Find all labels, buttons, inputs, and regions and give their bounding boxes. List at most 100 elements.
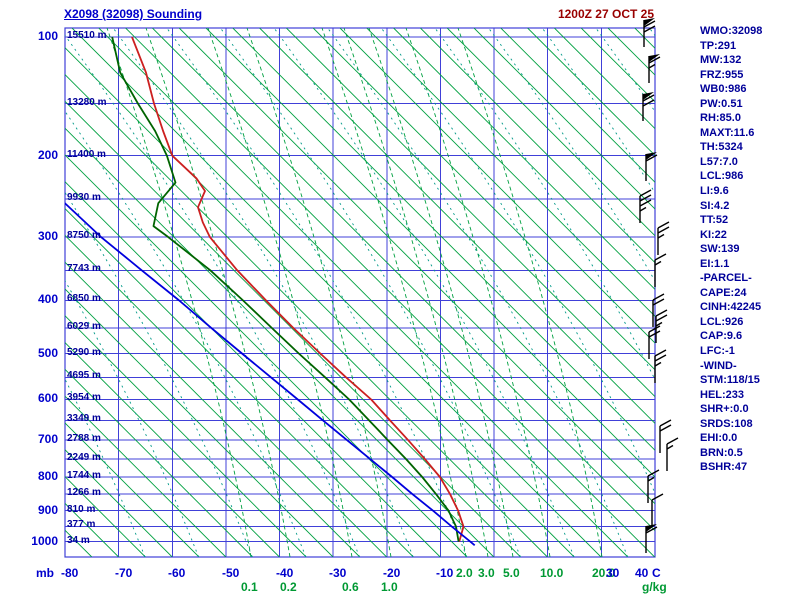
axis-label: 5.0	[503, 566, 520, 580]
axis-label: 1.0	[381, 580, 398, 594]
axis-label: 2.0	[456, 566, 473, 580]
height-label: 3954 m	[67, 392, 101, 404]
temperature-trace	[131, 36, 465, 542]
height-label: 1266 m	[67, 487, 101, 499]
height-label: 9930 m	[67, 192, 101, 204]
wind-barb	[654, 349, 667, 383]
indices-panel: WMO:32098 TP:291 MW:132 FRZ:955 WB0:986 PW:0.…	[700, 24, 798, 475]
axis-label: mb	[36, 566, 54, 580]
axis-label: -10	[436, 566, 454, 580]
panel-stat: CAPE:24	[700, 286, 747, 299]
height-label: 6029 m	[67, 321, 101, 333]
pressure-label: 100	[37, 28, 58, 43]
wind-barb	[652, 293, 665, 327]
axis-label: 3.0	[478, 566, 495, 580]
wind-barb	[642, 92, 655, 121]
wind-barb	[645, 524, 658, 553]
wind-barb	[655, 309, 668, 343]
panel-stat: EI:1.1	[700, 257, 730, 270]
mixing-ratio-lines	[106, 28, 603, 557]
height-label: 15510 m	[67, 29, 107, 41]
height-label: 34 m	[67, 534, 90, 546]
panel-stat: KI:22	[700, 228, 727, 241]
observation-datetime: 1200Z 27 OCT 25	[557, 7, 654, 21]
panel-stat: BRN:0.5	[700, 446, 743, 459]
panel-stat: TT:52	[700, 214, 729, 227]
panel-stat: LI:9.6	[700, 185, 729, 198]
panel-stat: MAXT:11.6	[700, 126, 755, 139]
height-label: 5290 m	[67, 346, 101, 358]
panel-stat: MW:132	[700, 54, 742, 67]
height-label: 2788 m	[67, 433, 101, 445]
panel-stat: LCL:986	[700, 170, 744, 183]
pressure-label: 300	[37, 228, 58, 243]
pressure-label: 1000	[31, 533, 58, 548]
panel-stat: SI:4.2	[700, 199, 730, 212]
dry-adiabats	[65, 28, 655, 557]
axis-label: 20.0	[592, 566, 616, 580]
grid-isobars-isotherms	[64, 27, 656, 558]
wind-barb	[645, 152, 658, 181]
height-label: 377 m	[67, 519, 96, 531]
panel-stat: LFC:-1	[700, 345, 735, 358]
wind-barb	[648, 325, 661, 359]
height-label: 3349 m	[67, 413, 101, 425]
height-label: 1744 m	[67, 470, 101, 481]
pressure-label: 800	[37, 469, 58, 483]
panel-stat: RH:85.0	[700, 112, 741, 125]
wind-barb	[643, 18, 656, 47]
wind-barb	[659, 419, 672, 453]
panel-stat: LCL:926	[700, 315, 744, 328]
wind-barbs	[639, 18, 679, 553]
wind-barb	[639, 189, 652, 223]
panel-stat: CINH:42245	[700, 301, 762, 314]
axis-label: 30	[606, 566, 620, 580]
panel-stat: STM:118/15	[700, 374, 760, 387]
axis-label: 0.6	[342, 580, 359, 594]
height-label: 13280 m	[67, 96, 107, 108]
pressure-label: 400	[37, 292, 58, 307]
panel-stat: L57:7.0	[700, 155, 738, 168]
height-label: 11400 m	[67, 148, 106, 160]
wind-barb	[647, 469, 660, 503]
panel-stat: WB0:986	[700, 83, 747, 96]
pressure-label: 600	[37, 391, 58, 406]
panel-stat: BSHR:47	[700, 461, 748, 474]
axis-label: -80	[61, 566, 79, 580]
wind-barb	[648, 54, 661, 83]
wind-barb	[666, 437, 679, 471]
moist-adiabats	[65, 28, 655, 557]
panel-stat: PW:0.51	[700, 97, 743, 110]
wind-barb	[651, 493, 664, 527]
pressure-label: 500	[37, 345, 58, 360]
panel-stat: SHR+:0.0	[700, 403, 749, 416]
axis-label: -30	[329, 566, 347, 580]
height-label: 2249 m	[67, 452, 101, 464]
axis-label: -60	[168, 566, 186, 580]
height-label: 810 m	[67, 503, 96, 515]
panel-stat: -PARCEL-	[700, 272, 752, 285]
panel-stat: SRDS:108	[700, 417, 753, 430]
height-label: 8750 m	[67, 229, 101, 241]
pressure-label: 200	[37, 147, 58, 162]
axis-label: 10.0	[540, 566, 564, 580]
axis-label: 40	[635, 566, 649, 580]
wind-barb	[657, 221, 670, 255]
panel-stat: SW:139	[700, 243, 740, 256]
axis-label: -20	[383, 566, 401, 580]
height-label: 7743 m	[67, 263, 101, 275]
axis-label: g/kg	[642, 580, 667, 594]
panel-stat: EHI:0.0	[700, 432, 738, 445]
pressure-label: 900	[37, 502, 58, 517]
panel-stat: FRZ:955	[700, 68, 744, 81]
axis-label: 0.1	[241, 580, 258, 594]
panel-stat: TH:5324	[700, 141, 743, 154]
height-label: 6850 m	[67, 293, 101, 305]
wind-barb	[654, 253, 667, 287]
parcel-trace	[65, 202, 476, 546]
panel-stat: CAP:9.6	[700, 330, 743, 343]
axis-label: -70	[115, 566, 133, 580]
panel-stat: -WIND-	[700, 359, 737, 372]
